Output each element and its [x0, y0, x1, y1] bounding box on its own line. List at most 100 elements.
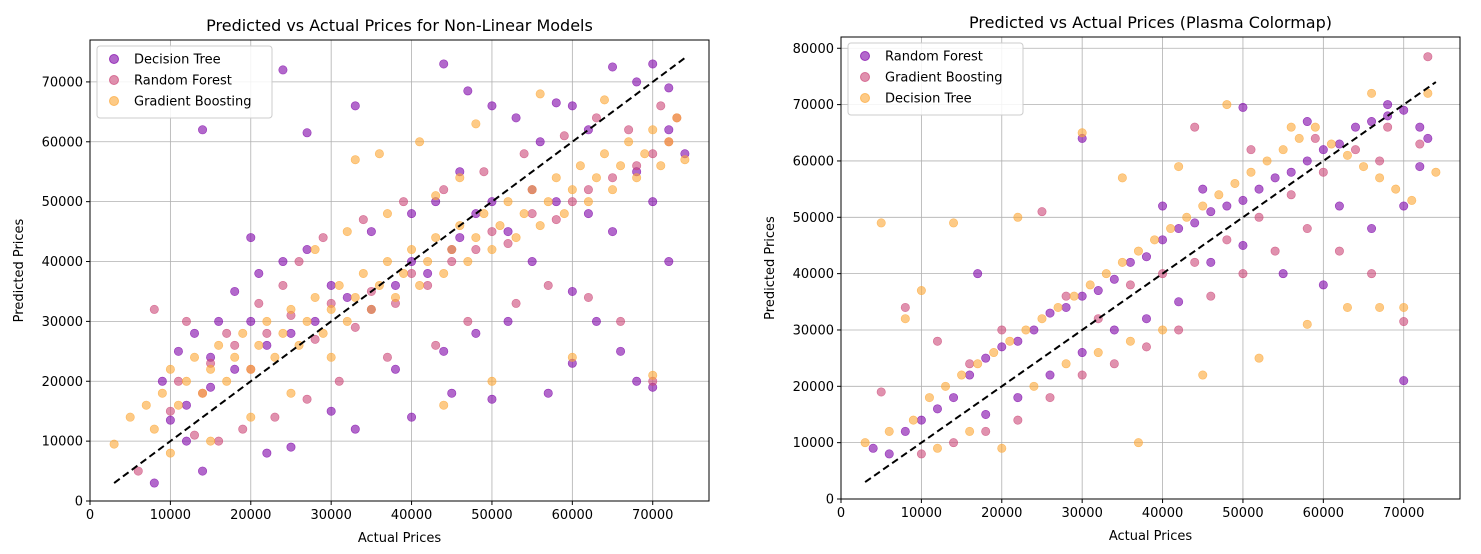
scatter-point	[181, 316, 191, 326]
scatter-point	[463, 86, 473, 96]
scatter-point	[640, 149, 650, 159]
scatter-point	[1254, 353, 1264, 363]
scatter-point	[447, 388, 457, 398]
scatter-point	[1133, 438, 1143, 448]
scatter-point	[1174, 162, 1184, 172]
scatter-point	[447, 245, 457, 255]
scatter-point	[551, 173, 561, 183]
scatter-point	[262, 340, 272, 350]
x-tick-label: 40000	[391, 508, 432, 523]
scatter-point	[543, 280, 553, 290]
scatter-point	[941, 381, 951, 391]
scatter-point	[222, 376, 232, 386]
scatter-point	[900, 314, 910, 324]
scatter-point	[1310, 133, 1320, 143]
scatter-point	[949, 438, 959, 448]
scatter-point	[286, 442, 296, 452]
scatter-point	[997, 342, 1007, 352]
scatter-point	[900, 426, 910, 436]
scatter-point	[503, 197, 513, 207]
legend-label: Decision Tree	[134, 53, 221, 68]
scatter-point	[415, 137, 425, 147]
scatter-point	[254, 298, 264, 308]
scatter-point	[206, 364, 216, 374]
scatter-point	[503, 239, 513, 249]
legend-marker	[109, 75, 119, 85]
scatter-point	[648, 59, 658, 69]
scatter-point	[246, 412, 256, 422]
y-tick-label: 70000	[42, 75, 83, 90]
scatter-point	[1350, 145, 1360, 155]
scatter-point	[632, 161, 642, 171]
scatter-point	[1109, 274, 1119, 284]
left-y-axis-label: Predicted Prices	[12, 218, 27, 322]
legend-marker	[860, 72, 870, 82]
scatter-point	[981, 409, 991, 419]
scatter-point	[1077, 128, 1087, 138]
scatter-point	[1053, 302, 1063, 312]
scatter-point	[471, 233, 481, 243]
x-tick-label: 70000	[632, 508, 673, 523]
scatter-point	[624, 137, 634, 147]
scatter-point	[262, 448, 272, 458]
scatter-point	[431, 340, 441, 350]
scatter-point	[1045, 308, 1055, 318]
scatter-point	[262, 316, 272, 326]
scatter-point	[583, 197, 593, 207]
scatter-point	[278, 280, 288, 290]
scatter-point	[567, 101, 577, 111]
scatter-point	[487, 101, 497, 111]
left-y-ticks: 0 10000 20000 30000 40000 50000 60000 70000	[42, 75, 90, 510]
scatter-point	[1141, 314, 1151, 324]
x-tick-label: 0	[86, 508, 94, 523]
legend-label: Decision Tree	[885, 92, 972, 107]
scatter-point	[591, 113, 601, 123]
scatter-point	[302, 316, 312, 326]
scatter-point	[1375, 173, 1385, 183]
scatter-point	[238, 328, 248, 338]
scatter-point	[198, 125, 208, 135]
scatter-point	[616, 346, 626, 356]
scatter-point	[1342, 150, 1352, 160]
scatter-point	[551, 98, 561, 108]
scatter-point	[190, 430, 200, 440]
right-y-axis-label: Predicted Prices	[763, 216, 778, 320]
scatter-point	[527, 257, 537, 267]
scatter-point	[246, 364, 256, 374]
scatter-point	[1367, 269, 1377, 279]
scatter-point	[1334, 201, 1344, 211]
left-chart-panel: 0 10000 20000 30000 40000 50000 60000 70000 0 10…	[12, 16, 710, 546]
x-tick-label: 70000	[1383, 506, 1424, 521]
scatter-point	[648, 370, 658, 380]
scatter-point	[664, 83, 674, 93]
scatter-point	[1077, 348, 1087, 358]
scatter-point	[173, 400, 183, 410]
scatter-point	[503, 316, 513, 326]
scatter-point	[1174, 325, 1184, 335]
scatter-point	[181, 376, 191, 386]
x-tick-label: 60000	[552, 508, 593, 523]
scatter-point	[439, 400, 449, 410]
scatter-point	[278, 65, 288, 75]
scatter-point	[876, 387, 886, 397]
scatter-point	[1318, 145, 1328, 155]
scatter-point	[415, 280, 425, 290]
scatter-point	[230, 364, 240, 374]
scatter-point	[1206, 257, 1216, 267]
scatter-point	[916, 415, 926, 425]
scatter-point	[181, 400, 191, 410]
scatter-point	[1238, 240, 1248, 250]
scatter-point	[1423, 133, 1433, 143]
scatter-point	[1318, 167, 1328, 177]
scatter-point	[294, 257, 304, 267]
scatter-point	[230, 286, 240, 296]
scatter-point	[254, 268, 264, 278]
scatter-point	[932, 336, 942, 346]
scatter-point	[1238, 269, 1248, 279]
legend-marker	[860, 51, 870, 61]
scatter-point	[973, 269, 983, 279]
scatter-point	[624, 125, 634, 135]
legend-marker	[109, 96, 119, 106]
scatter-point	[1141, 342, 1151, 352]
scatter-point	[884, 426, 894, 436]
